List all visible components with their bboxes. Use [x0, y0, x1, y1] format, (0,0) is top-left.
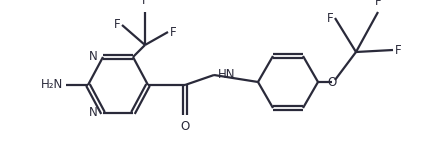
Text: O: O: [180, 120, 190, 133]
Text: O: O: [327, 75, 337, 89]
Text: F: F: [142, 0, 148, 7]
Text: F: F: [395, 43, 401, 57]
Text: N: N: [89, 51, 98, 63]
Text: F: F: [170, 26, 177, 38]
Text: F: F: [327, 12, 333, 24]
Text: F: F: [375, 0, 381, 8]
Text: HN: HN: [218, 69, 236, 81]
Text: H₂N: H₂N: [41, 79, 63, 91]
Text: F: F: [113, 18, 120, 32]
Text: N: N: [89, 107, 98, 120]
